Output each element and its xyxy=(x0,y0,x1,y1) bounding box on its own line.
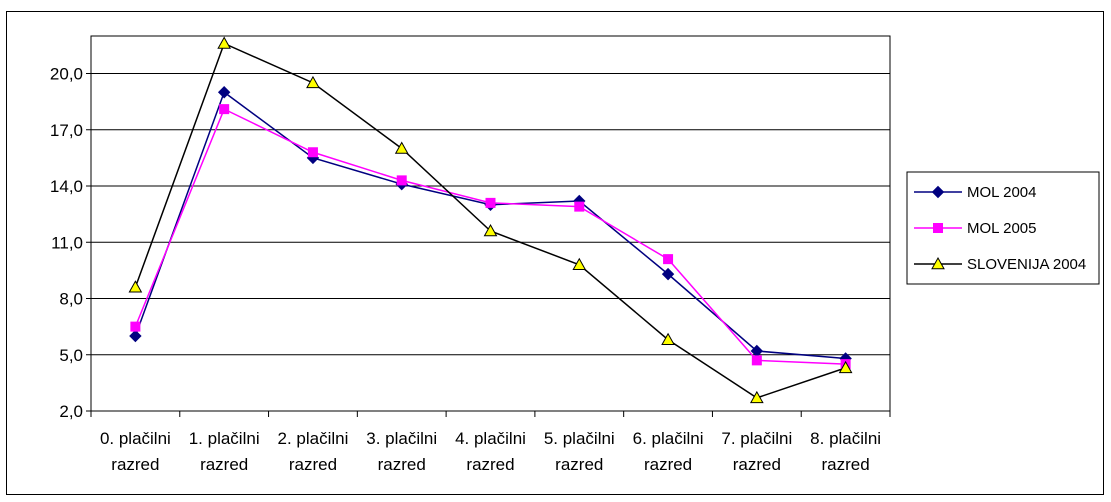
x-tick-label: razred xyxy=(200,455,248,474)
data-point-series-1 xyxy=(661,267,675,281)
y-tick-label: 17,0 xyxy=(50,121,83,140)
x-tick-label: 7. plačilni xyxy=(721,429,792,448)
x-tick-label: razred xyxy=(644,455,692,474)
x-tick-label: razred xyxy=(733,455,781,474)
x-tick-label: 2. plačilni xyxy=(278,429,349,448)
x-tick-label: razred xyxy=(289,455,337,474)
data-point-series-3 xyxy=(394,141,409,154)
data-point-series-3 xyxy=(128,280,143,293)
legend-label: MOL 2004 xyxy=(967,184,1037,201)
legend-label: MOL 2005 xyxy=(967,220,1037,237)
x-tick-label: 6. plačilni xyxy=(633,429,704,448)
x-tick-label: razred xyxy=(555,455,603,474)
data-point-series-2 xyxy=(307,147,318,158)
data-point-series-2 xyxy=(663,254,674,265)
y-tick-label: 2,0 xyxy=(59,402,83,421)
x-tick-label: razred xyxy=(466,455,514,474)
x-tick-label: razred xyxy=(378,455,426,474)
x-tick-label: 5. plačilni xyxy=(544,429,615,448)
legend-marker xyxy=(931,256,945,270)
x-tick-label: 3. plačilni xyxy=(366,429,437,448)
data-point-series-2 xyxy=(751,355,762,366)
data-point-series-3 xyxy=(572,257,587,271)
data-point-series-3 xyxy=(838,360,853,374)
y-tick-label: 5,0 xyxy=(59,346,83,365)
data-point-series-3 xyxy=(483,223,498,237)
data-point-series-2 xyxy=(396,175,407,186)
x-tick-label: razred xyxy=(111,455,159,474)
y-tick-label: 11,0 xyxy=(51,233,83,252)
x-tick-label: 4. plačilni xyxy=(455,429,526,448)
data-point-series-1 xyxy=(129,329,142,343)
x-tick-label: 1. plačilni xyxy=(189,429,260,448)
data-point-series-3 xyxy=(217,36,232,49)
y-tick-label: 20,0 xyxy=(50,65,83,84)
legend-marker xyxy=(933,223,943,233)
data-point-series-2 xyxy=(219,104,230,115)
y-tick-label: 14,0 xyxy=(50,177,83,196)
data-point-series-2 xyxy=(485,197,496,208)
x-tick-label: 0. plačilni xyxy=(100,429,171,448)
legend-label: SLOVENIJA 2004 xyxy=(967,256,1086,273)
data-point-series-2 xyxy=(574,201,585,212)
data-point-series-3 xyxy=(661,332,675,346)
x-tick-label: razred xyxy=(822,455,870,474)
x-tick-label: 8. plačilni xyxy=(810,429,881,448)
y-tick-label: 8,0 xyxy=(59,290,83,309)
data-point-series-3 xyxy=(749,390,764,404)
data-point-series-1 xyxy=(217,86,231,99)
legend-marker xyxy=(931,185,945,199)
data-point-series-2 xyxy=(130,321,141,332)
data-point-series-3 xyxy=(306,75,320,89)
